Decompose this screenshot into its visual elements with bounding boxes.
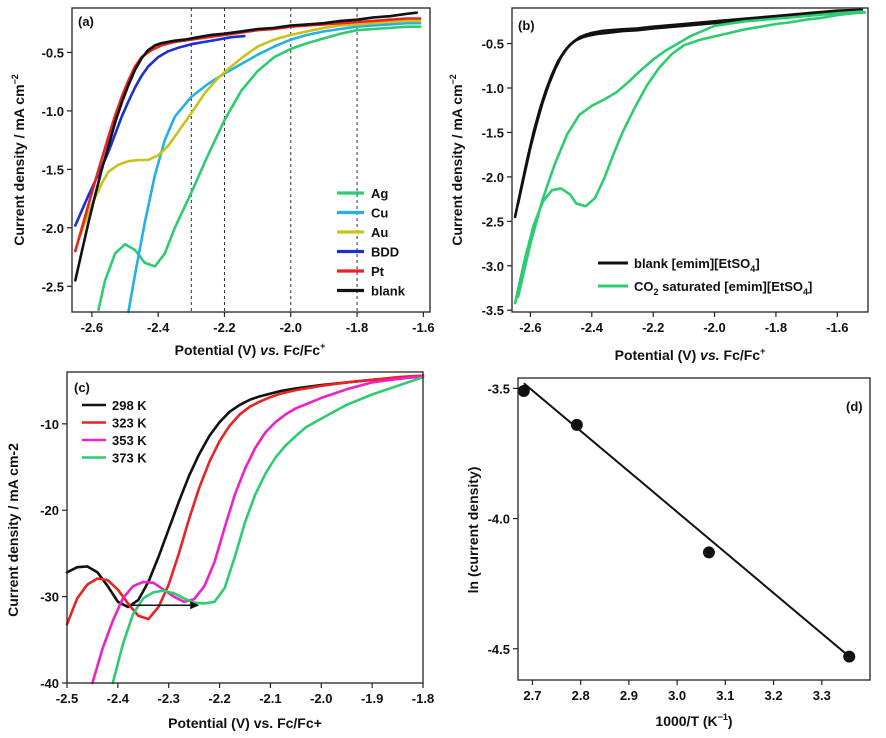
panel-a-y-axis-label: Current density / mA cm−2 xyxy=(10,74,27,246)
x-tick-label: -2.6 xyxy=(519,320,541,335)
x-tick-label: 2.8 xyxy=(572,688,590,703)
x-tick-label: -2.4 xyxy=(107,691,130,706)
series-line-co2-saturated-emim-etso4-second-scan xyxy=(516,10,864,299)
y-tick-label: -2.5 xyxy=(482,214,504,229)
panel-a-legend: Ag Cu Au BDD Pt blank xyxy=(337,186,406,299)
panel-c-legend: 298 K 323 K 353 K 373 K xyxy=(82,398,147,466)
x-tick-label: -2.2 xyxy=(208,691,230,706)
x-tick-label: -2.0 xyxy=(703,320,725,335)
x-tick-label: 2.9 xyxy=(620,688,638,703)
temperature-shift-arrow xyxy=(130,601,200,610)
panel-a: -2.6 -2.4 -2.2 -2.0 -1.8 -1.6 -2.5 -2.0 -1.5 -1.0… xyxy=(10,7,435,358)
y-tick-label: -1.5 xyxy=(482,125,504,140)
legend-label-353-k: 353 K xyxy=(112,433,147,448)
legend-label-ag: Ag xyxy=(371,186,388,201)
legend-label-373-k: 373 K xyxy=(112,451,147,466)
x-tick-label: -1.9 xyxy=(361,691,383,706)
x-tick-label: -2.2 xyxy=(642,320,664,335)
series-line-373-k xyxy=(111,375,425,685)
x-tick-label: -2.4 xyxy=(581,320,604,335)
panel-b: -2.6 -2.4 -2.2 -2.0 -1.8 -1.6 -3.5 -3.0 -2.5 -2.0… xyxy=(448,7,869,363)
legend-label-bdd: BDD xyxy=(371,245,399,260)
x-tick-label: -2.0 xyxy=(280,320,302,335)
legend-label-323-k: 323 K xyxy=(112,416,147,431)
series-line-blank xyxy=(74,11,418,282)
x-tick-label: 3.0 xyxy=(668,688,686,703)
series-line-co2-saturated-emim-etso4 xyxy=(513,11,867,305)
x-tick-label: -1.8 xyxy=(765,320,787,335)
panel-c: -2.5 -2.4 -2.3 -2.2 -2.1 -2.0 -1.9 -1.8 -40 -30 -2… xyxy=(5,371,434,731)
x-tick-label: -2.6 xyxy=(81,320,103,335)
legend-label-pt: Pt xyxy=(371,264,385,279)
panel-d-frame xyxy=(517,377,871,681)
legend-label-blank: blank [emim][EtSO4] xyxy=(634,256,760,274)
panel-d-label: (d) xyxy=(846,399,863,414)
legend-label-co2: CO2 saturated [emim][EtSO4] xyxy=(634,279,812,297)
x-tick-label: -1.8 xyxy=(412,691,434,706)
panel-c-x-axis-label: Potential (V) vs. Fc/Fc+ xyxy=(168,715,322,731)
panel-c-y-axis-label: Current density / mA cm-2 xyxy=(5,443,21,617)
legend-label-cu: Cu xyxy=(371,206,388,221)
y-tick-label: -2.0 xyxy=(482,170,504,185)
panel-d-y-axis-label: ln (current density) xyxy=(465,467,481,594)
x-tick-label: 2.7 xyxy=(523,688,541,703)
y-tick-label: -3.5 xyxy=(488,381,510,396)
y-tick-label: -4.0 xyxy=(488,512,510,527)
panel-c-label: (c) xyxy=(74,380,90,395)
y-tick-label: -2.5 xyxy=(42,279,64,294)
y-tick-label: -3.0 xyxy=(482,259,504,274)
series-line-cu xyxy=(127,21,422,314)
panel-b-label: (b) xyxy=(518,18,535,33)
legend-label-298-k: 298 K xyxy=(112,398,147,413)
x-tick-label: 3.1 xyxy=(716,688,734,703)
y-tick-label: -10 xyxy=(40,417,59,432)
y-tick-label: -30 xyxy=(40,590,59,605)
x-tick-label: -2.3 xyxy=(158,691,180,706)
y-tick-label: -2.0 xyxy=(42,221,64,236)
panel-a-label: (a) xyxy=(78,14,94,29)
y-tick-label: -20 xyxy=(40,503,59,518)
series-line-blank-emim-etso4-repeat-scan xyxy=(516,8,864,205)
x-tick-label: -1.8 xyxy=(346,320,368,335)
data-point xyxy=(702,546,715,559)
legend-label-blank: blank xyxy=(371,284,406,299)
panel-d: 2.7 2.8 2.9 3.0 3.1 3.2 3.3 -4.5 -4.0 -3.5 (d) 10… xyxy=(465,377,871,729)
x-tick-label: -2.1 xyxy=(259,691,281,706)
series-line-323-k xyxy=(65,374,425,626)
series-line-ag xyxy=(97,25,422,311)
x-tick-label: 3.3 xyxy=(813,688,831,703)
panel-b-frame xyxy=(511,7,869,313)
data-point xyxy=(570,418,583,431)
x-tick-label: 3.2 xyxy=(765,688,783,703)
y-tick-label: -3.5 xyxy=(482,303,504,318)
series-line-353-k xyxy=(91,375,425,685)
x-tick-label: -2.0 xyxy=(310,691,332,706)
y-tick-label: -40 xyxy=(40,676,59,691)
x-tick-label: -1.6 xyxy=(826,320,848,335)
panel-b-x-axis-label: Potential (V) vs. Fc/Fc+ xyxy=(615,346,766,363)
x-tick-label: -2.4 xyxy=(147,320,170,335)
panel-a-frame xyxy=(71,7,431,313)
legend-label-au: Au xyxy=(371,225,388,240)
y-tick-label: -0.5 xyxy=(42,45,64,60)
y-tick-label: -1.5 xyxy=(42,162,64,177)
x-tick-label: -2.5 xyxy=(56,691,78,706)
y-tick-label: -1.0 xyxy=(482,81,504,96)
series-line-au xyxy=(77,19,422,241)
data-point xyxy=(843,650,856,663)
y-tick-label: -4.5 xyxy=(488,642,510,657)
y-tick-label: -0.5 xyxy=(482,37,504,52)
panel-c-frame xyxy=(66,371,424,684)
arrow-head xyxy=(190,601,200,610)
x-tick-label: -1.6 xyxy=(412,320,434,335)
panel-a-x-axis-label: Potential (V) vs. Fc/Fc+ xyxy=(175,341,326,358)
y-tick-label: -1.0 xyxy=(42,104,64,119)
panel-b-y-axis-label: Current density / mA cm−2 xyxy=(448,74,465,246)
x-tick-label: -2.2 xyxy=(213,320,235,335)
data-point xyxy=(517,385,530,398)
panel-b-legend: blank [emim][EtSO4] CO2 saturated [emim]… xyxy=(598,256,812,297)
panel-d-x-axis-label: 1000/T (K−1) xyxy=(655,712,732,729)
